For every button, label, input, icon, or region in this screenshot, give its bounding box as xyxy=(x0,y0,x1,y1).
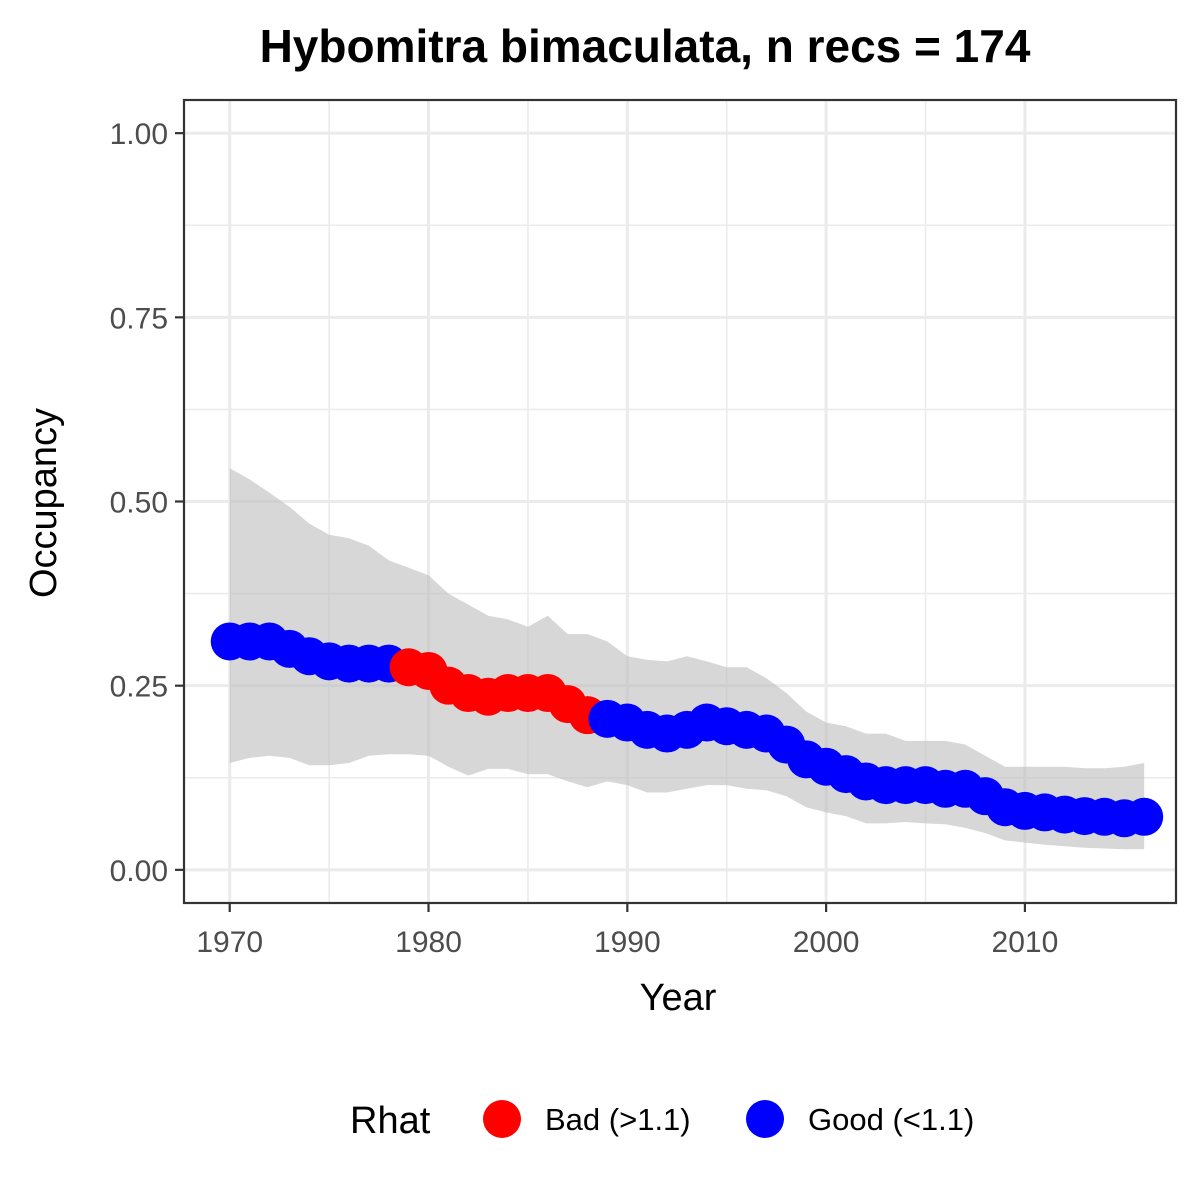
legend-good-key xyxy=(746,1100,784,1138)
occupancy-points-layer xyxy=(210,622,1164,838)
legend-bad-label: Bad (>1.1) xyxy=(545,1102,691,1137)
y-axis-title: Occupancy xyxy=(23,408,65,598)
x-tick-label: 2000 xyxy=(793,926,860,959)
y-tick-label: 0.00 xyxy=(110,855,168,888)
y-tick-label: 0.50 xyxy=(110,487,168,520)
x-tick-label: 2010 xyxy=(992,926,1059,959)
x-tick-label: 1990 xyxy=(594,926,661,959)
x-tick-label: 1980 xyxy=(395,926,462,959)
x-axis-title: Year xyxy=(640,977,717,1019)
y-tick-label: 0.25 xyxy=(110,671,168,704)
legend-bad-key xyxy=(483,1100,521,1138)
y-tick-label: 0.75 xyxy=(110,302,168,335)
y-tick-label: 1.00 xyxy=(110,118,168,151)
data-point-good xyxy=(1125,797,1164,836)
y-axis: 0.00 0.25 0.50 0.75 1.00 xyxy=(110,118,184,888)
legend: Rhat Bad (>1.1) Good (<1.1) xyxy=(350,1100,974,1142)
legend-title: Rhat xyxy=(350,1100,431,1142)
confidence-ribbon-layer xyxy=(229,468,1145,850)
x-tick-label: 1970 xyxy=(196,926,263,959)
legend-good-label: Good (<1.1) xyxy=(808,1102,974,1137)
confidence-ribbon xyxy=(229,468,1145,850)
chart-title: Hybomitra bimaculata, n recs = 174 xyxy=(260,20,1031,72)
x-axis: 1970 1980 1990 2000 2010 xyxy=(196,903,1058,959)
